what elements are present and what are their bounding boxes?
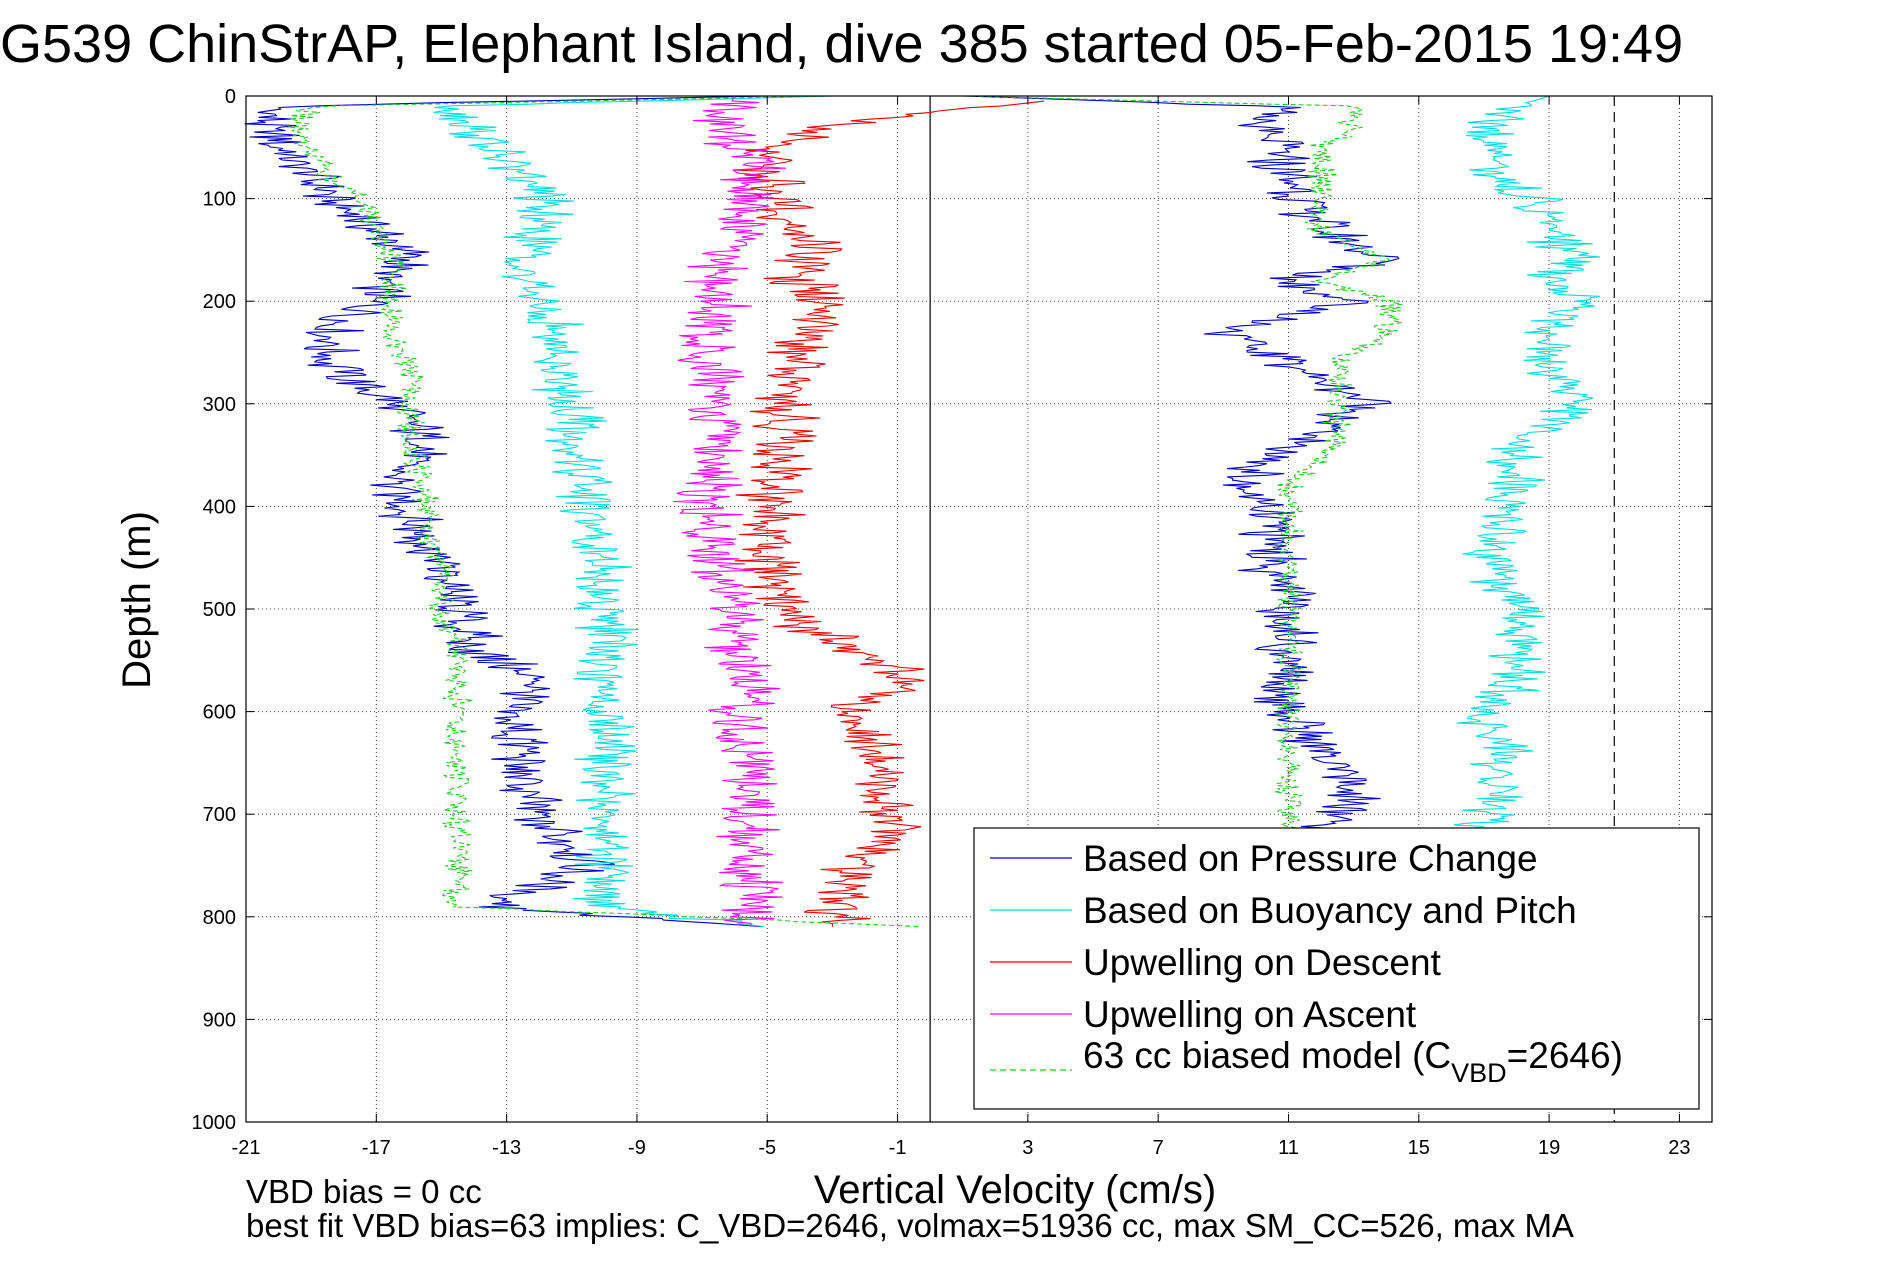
y-tick-label: 800 <box>203 907 236 929</box>
x-tick-label: 7 <box>1153 1137 1164 1159</box>
series-line-upwelling-on-descent <box>733 100 1045 927</box>
x-tick-labels: -21 -17 -13 -9 -5 -1 3 7 11 15 19 23 <box>232 1137 1691 1159</box>
legend-model-main: 63 cc biased model (C <box>1083 1035 1451 1076</box>
y-tick-label: 300 <box>203 394 236 416</box>
y-tick-label: 1000 <box>192 1112 237 1134</box>
series-line-63-cc-biased-model-c-vbd-2646-ascent <box>962 95 1403 927</box>
series-line-based-on-pressure-change-descent <box>244 95 768 928</box>
y-tick-label: 0 <box>225 86 236 108</box>
y-tick-labels: 0 100 200 300 400 500 600 700 800 900 1000 <box>192 86 237 1134</box>
legend-label-ascent: Upwelling on Ascent <box>1083 994 1417 1035</box>
y-tick-label: 400 <box>203 496 236 518</box>
series-group <box>244 95 1600 928</box>
x-tick-label: -9 <box>628 1137 646 1159</box>
series-line-based-on-pressure-change-ascent <box>962 95 1400 928</box>
x-axis-label: Vertical Velocity (cm/s) <box>814 1168 1216 1212</box>
best-fit-note: best fit VBD bias=63 implies: C_VBD=2646… <box>246 1207 1574 1244</box>
legend-box <box>973 827 1700 1110</box>
legend: Based on Pressure Change Based on Buoyan… <box>973 827 1700 1110</box>
legend-model-tail: =2646) <box>1507 1035 1623 1076</box>
x-tick-label: -5 <box>758 1137 776 1159</box>
y-tick-label: 500 <box>203 599 236 621</box>
series-line-based-on-buoyancy-and-pitch-ascent <box>1425 95 1600 927</box>
y-tick-label: 700 <box>203 804 236 826</box>
x-tick-label: 23 <box>1668 1137 1690 1159</box>
x-tick-label: -17 <box>362 1137 391 1159</box>
chart-title: G539 ChinStrAP, Elephant Island, dive 38… <box>0 14 1683 74</box>
x-tick-label: 11 <box>1278 1137 1299 1159</box>
legend-label-pressure: Based on Pressure Change <box>1083 838 1538 879</box>
vbd-bias-note: VBD bias = 0 cc <box>246 1173 482 1210</box>
series-line-based-on-buoyancy-and-pitch-descent <box>433 95 833 928</box>
legend-label-model: 63 cc biased model (CVBD=2646) <box>1083 1035 1623 1088</box>
legend-model-sub: VBD <box>1451 1058 1507 1088</box>
x-tick-label: 3 <box>1022 1137 1033 1159</box>
x-tick-label: -13 <box>492 1137 521 1159</box>
y-tick-label: 200 <box>203 291 236 313</box>
series-line-upwelling-on-ascent <box>673 95 787 927</box>
legend-label-descent: Upwelling on Descent <box>1083 942 1442 983</box>
y-tick-label: 100 <box>203 189 236 211</box>
y-axis-label: Depth (m) <box>115 511 159 689</box>
x-tick-label: -1 <box>889 1137 907 1159</box>
axis-ticks <box>245 95 1712 1123</box>
x-tick-label: -21 <box>232 1137 261 1159</box>
x-tick-label: 19 <box>1538 1137 1560 1159</box>
y-tick-label: 900 <box>203 1009 236 1031</box>
series-line-63-cc-biased-model-c-vbd-2646-descent <box>286 95 921 928</box>
legend-label-buoyancy: Based on Buoyancy and Pitch <box>1083 890 1577 931</box>
y-tick-label: 600 <box>203 702 236 724</box>
x-tick-label: 15 <box>1408 1137 1430 1159</box>
